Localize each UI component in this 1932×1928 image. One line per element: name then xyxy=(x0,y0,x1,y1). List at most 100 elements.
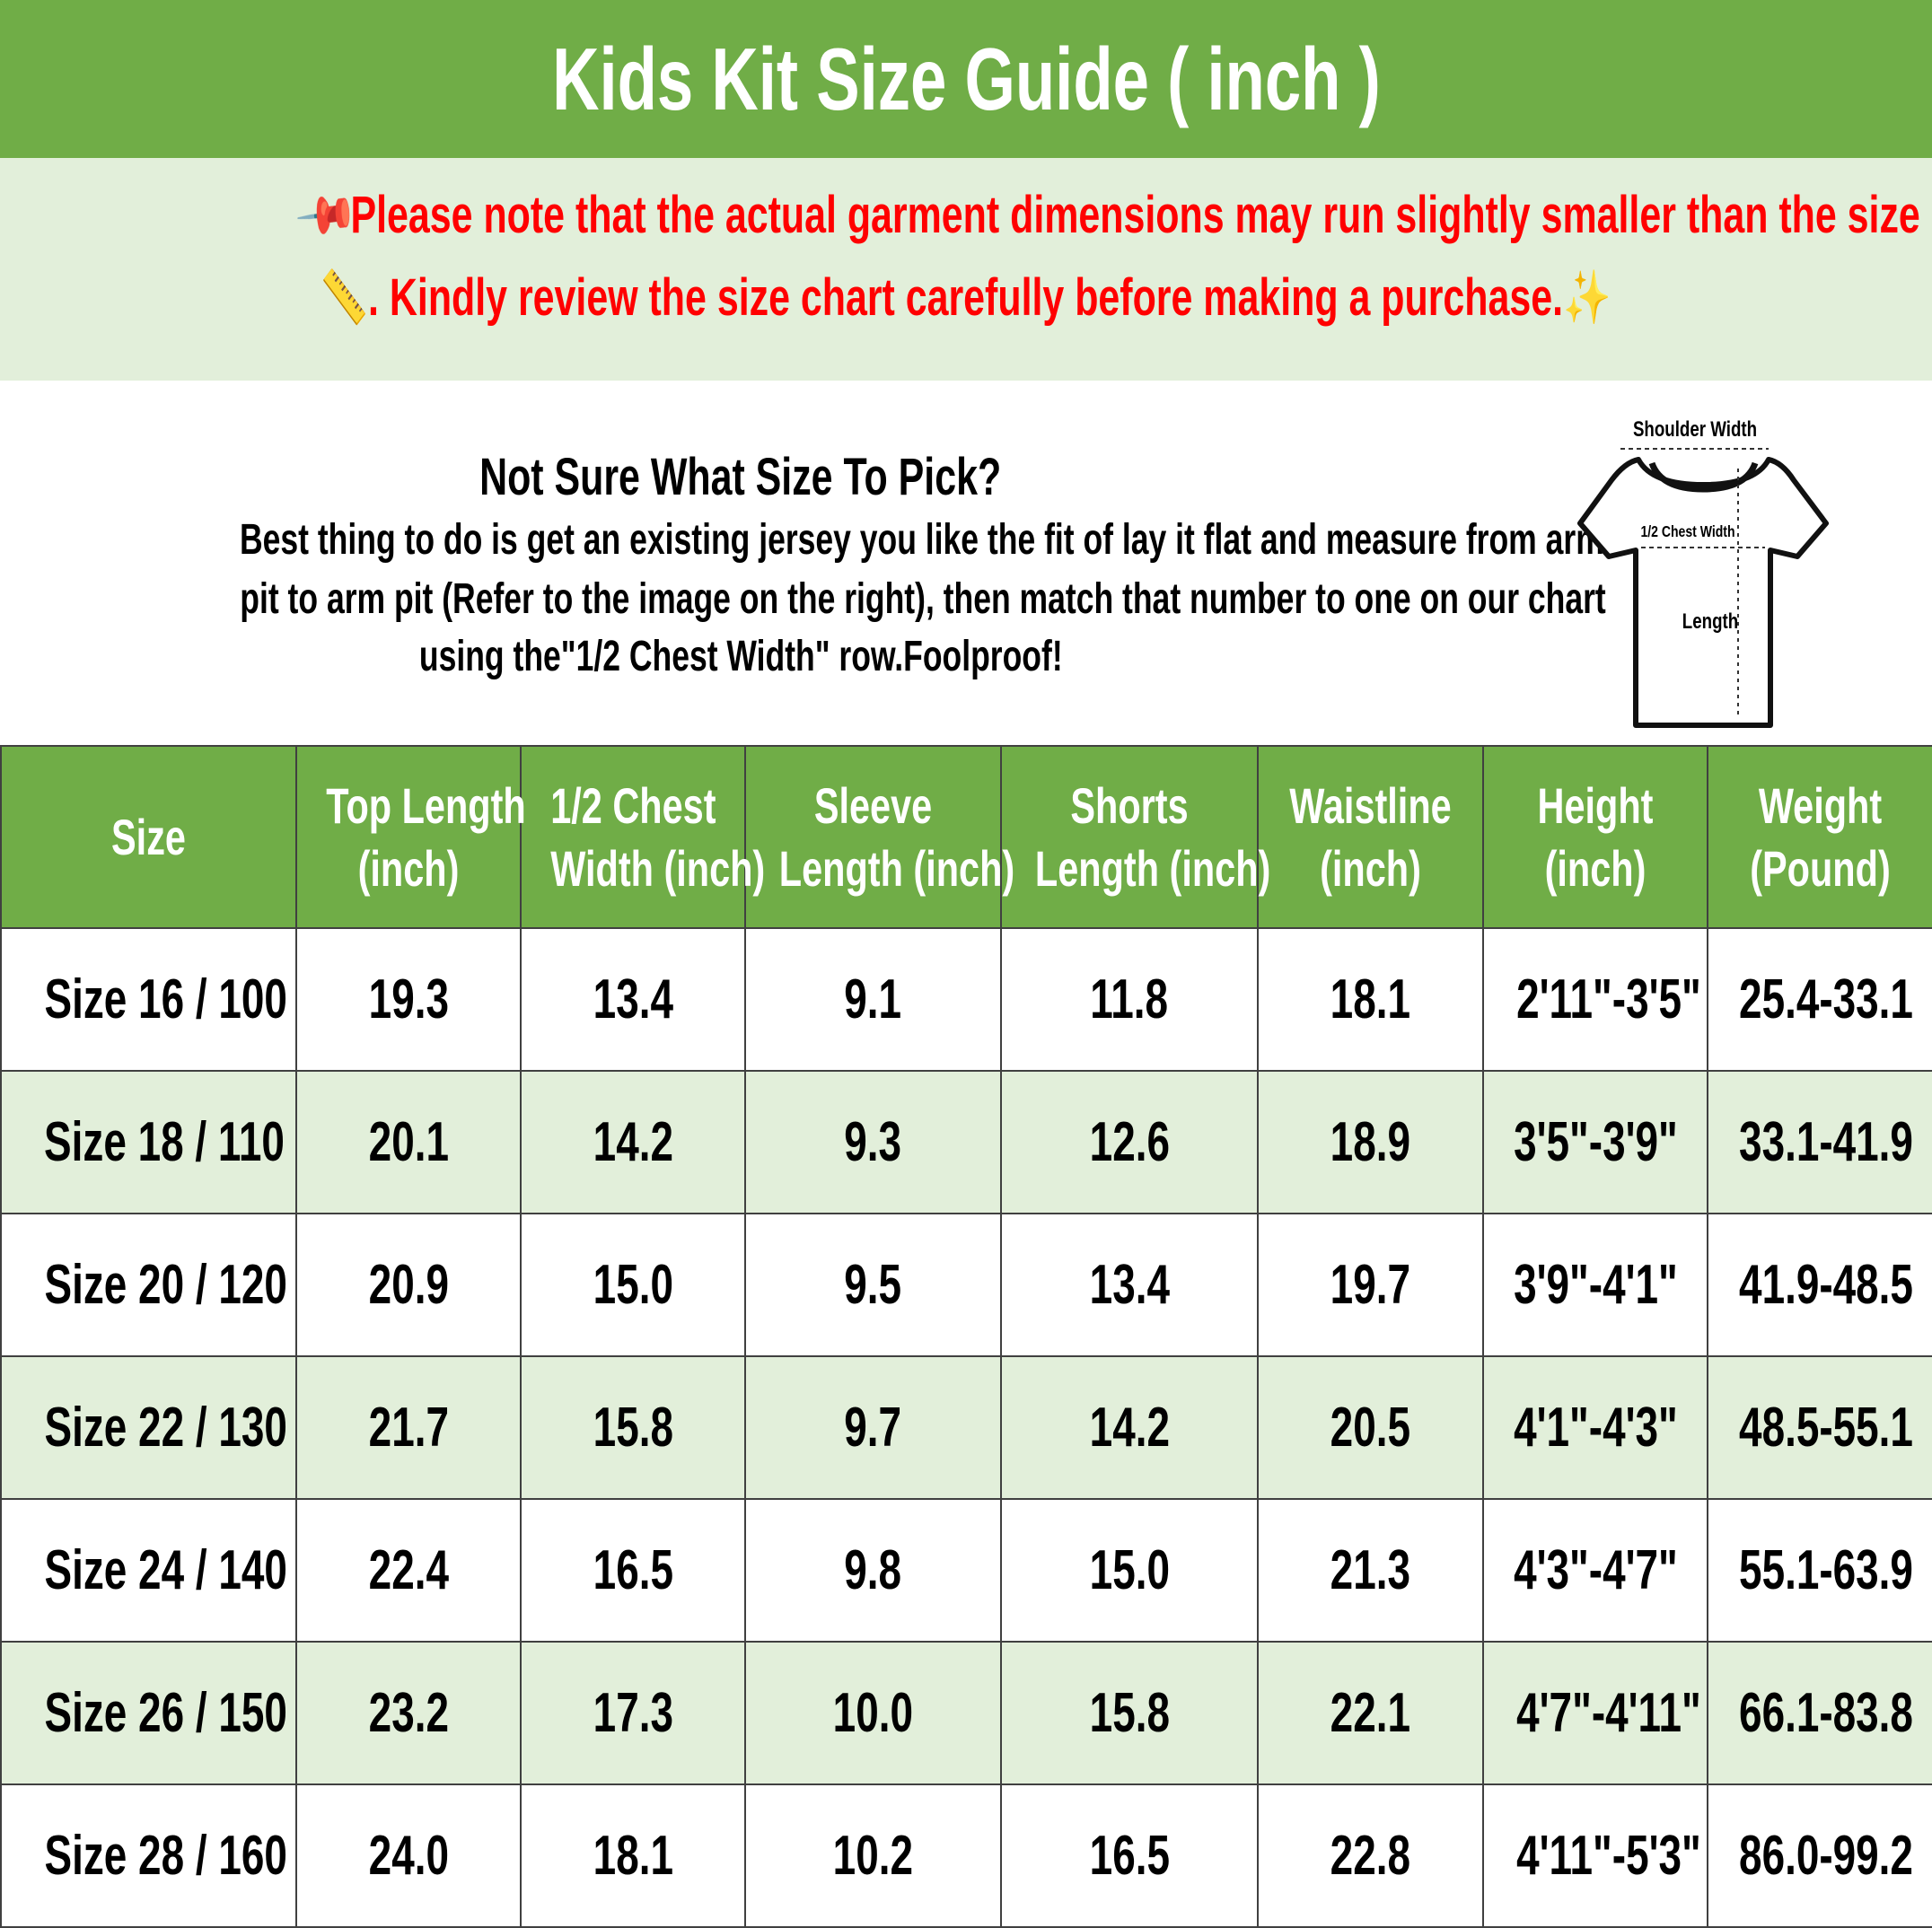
cell-text: 18.1 xyxy=(593,1825,673,1887)
value-cell: 9.5 xyxy=(744,1213,1002,1357)
cell-text: 86.0-99.2 xyxy=(1739,1825,1913,1887)
notice-text-2: . Kindly review the size chart carefully… xyxy=(368,268,1564,327)
notice-line-2: 📏. Kindly review the size chart carefull… xyxy=(0,267,1932,329)
pushpin-icon: 📌 xyxy=(294,171,359,259)
cell-text: 17.3 xyxy=(593,1682,673,1744)
cell-text: 4'7"-4'11" xyxy=(1516,1682,1701,1744)
value-cell: 15.0 xyxy=(1000,1498,1259,1643)
sparkles-icon: ✨ xyxy=(1563,268,1611,327)
column-header-text: (inch) xyxy=(357,839,460,897)
guide-text-3: using the"1/2 Chest Width" row.Foolproof… xyxy=(418,633,1063,680)
size-cell: Size 16 / 100 xyxy=(0,927,297,1072)
value-cell: 15.8 xyxy=(1000,1641,1259,1785)
guide-text-1: Best thing to do is get an existing jers… xyxy=(239,516,1604,564)
value-cell: 41.9-48.5 xyxy=(1707,1213,1932,1357)
value-cell: 16.5 xyxy=(520,1498,746,1643)
cell-text: 10.0 xyxy=(832,1682,914,1744)
value-cell: 12.6 xyxy=(1000,1070,1259,1214)
column-header-text: (inch) xyxy=(1544,839,1647,897)
value-cell: 22.4 xyxy=(295,1498,522,1643)
size-cell: Size 18 / 110 xyxy=(0,1070,297,1214)
cell-text: 16.5 xyxy=(593,1539,673,1601)
cell-text: 55.1-63.9 xyxy=(1739,1539,1913,1601)
cell-text: 18.9 xyxy=(1330,1111,1411,1173)
value-cell: 25.4-33.1 xyxy=(1707,927,1932,1072)
length-label: Length xyxy=(1682,609,1738,634)
cell-text: 11.8 xyxy=(1090,968,1169,1030)
column-header-text: Shorts xyxy=(1070,776,1189,834)
column-header-text: (inch) xyxy=(1320,839,1421,897)
value-cell: 20.9 xyxy=(295,1213,522,1357)
value-cell: 2'11"-3'5" xyxy=(1482,927,1708,1072)
value-cell: 11.8 xyxy=(1000,927,1259,1072)
table-row: Size 22 / 130 21.7 15.8 9.7 14.2 20.5 4'1"-4'3… xyxy=(0,1355,1932,1500)
column-header: Sleeve Length (inch) xyxy=(744,745,1014,929)
chest-width-label: 1/2 Chest Width xyxy=(1640,522,1734,540)
value-cell: 21.7 xyxy=(295,1355,522,1500)
size-table: Size Top Length (inch) 1/2 Chest Width (inch… xyxy=(0,745,1932,1928)
column-header: Size xyxy=(0,745,297,929)
cell-text: 21.7 xyxy=(368,1397,449,1459)
value-cell: 48.5-55.1 xyxy=(1707,1355,1932,1500)
cell-text: 15.8 xyxy=(593,1397,673,1459)
column-header-text: Sleeve xyxy=(813,776,933,834)
cell-text: 22.4 xyxy=(368,1539,449,1601)
value-cell: 10.0 xyxy=(744,1641,1002,1785)
column-header-text: Waistline xyxy=(1289,776,1452,834)
title-banner: Kids Kit Size Guide ( inch ) xyxy=(0,0,1932,160)
value-cell: 4'1"-4'3" xyxy=(1482,1355,1708,1500)
column-header-text: Length (inch) xyxy=(1034,839,1271,897)
cell-text: 41.9-48.5 xyxy=(1739,1254,1913,1316)
value-cell: 20.5 xyxy=(1257,1355,1484,1500)
cell-text: 9.1 xyxy=(844,968,902,1030)
cell-text: 12.6 xyxy=(1089,1111,1170,1173)
value-cell: 14.2 xyxy=(1000,1355,1259,1500)
column-header-text: Top Length xyxy=(326,776,526,834)
value-cell: 18.9 xyxy=(1257,1070,1484,1214)
cell-text: 48.5-55.1 xyxy=(1739,1397,1913,1459)
size-cell: Size 28 / 160 xyxy=(0,1783,297,1928)
column-header-text: Height xyxy=(1537,776,1654,834)
value-cell: 23.2 xyxy=(295,1641,522,1785)
size-cell: Size 22 / 130 xyxy=(0,1355,297,1500)
cell-text: 9.5 xyxy=(844,1254,902,1316)
cell-text: 16.5 xyxy=(1089,1825,1170,1887)
cell-text: Size 18 / 110 xyxy=(44,1111,285,1173)
cell-text: 3'9"-4'1" xyxy=(1513,1254,1678,1316)
column-header-text: 1/2 Chest xyxy=(550,776,716,834)
value-cell: 22.1 xyxy=(1257,1641,1484,1785)
cell-text: 19.3 xyxy=(368,968,449,1030)
cell-text: Size 16 / 100 xyxy=(44,968,287,1030)
table-row: Size 16 / 100 19.3 13.4 9.1 11.8 18.1 2'11"-3'… xyxy=(0,927,1932,1072)
cell-text: 15.0 xyxy=(1089,1539,1170,1601)
cell-text: 21.3 xyxy=(1330,1539,1411,1601)
cell-text: 13.4 xyxy=(1089,1254,1170,1316)
notice-text-1: Please note that the actual garment dime… xyxy=(350,186,1932,244)
table-row: Size 18 / 110 20.1 14.2 9.3 12.6 18.9 3'5"-3'9… xyxy=(0,1070,1932,1214)
size-cell: Size 20 / 120 xyxy=(0,1213,297,1357)
column-header-text: Width (inch) xyxy=(550,839,766,897)
value-cell: 33.1-41.9 xyxy=(1707,1070,1932,1214)
column-header: Waistline (inch) xyxy=(1257,745,1484,929)
cell-text: 4'11"-5'3" xyxy=(1516,1825,1701,1887)
value-cell: 19.7 xyxy=(1257,1213,1484,1357)
value-cell: 21.3 xyxy=(1257,1498,1484,1643)
value-cell: 16.5 xyxy=(1000,1783,1259,1928)
cell-text: 25.4-33.1 xyxy=(1739,968,1913,1030)
cell-text: 9.3 xyxy=(844,1111,902,1173)
cell-text: 24.0 xyxy=(368,1825,449,1887)
column-header-text: (Pound) xyxy=(1750,839,1891,897)
value-cell: 13.4 xyxy=(1000,1213,1259,1357)
value-cell: 19.3 xyxy=(295,927,522,1072)
cell-text: 18.1 xyxy=(1330,968,1411,1030)
cell-text: 22.8 xyxy=(1330,1825,1411,1887)
value-cell: 9.7 xyxy=(744,1355,1002,1500)
column-header: Weight (Pound) xyxy=(1707,745,1932,929)
column-header: Top Length (inch) xyxy=(295,745,526,929)
value-cell: 9.1 xyxy=(744,927,1002,1072)
value-cell: 17.3 xyxy=(520,1641,746,1785)
size-cell: Size 26 / 150 xyxy=(0,1641,297,1785)
column-header-text: Weight xyxy=(1758,776,1883,834)
cell-text: 19.7 xyxy=(1330,1254,1411,1316)
cell-text: 9.8 xyxy=(844,1539,902,1601)
